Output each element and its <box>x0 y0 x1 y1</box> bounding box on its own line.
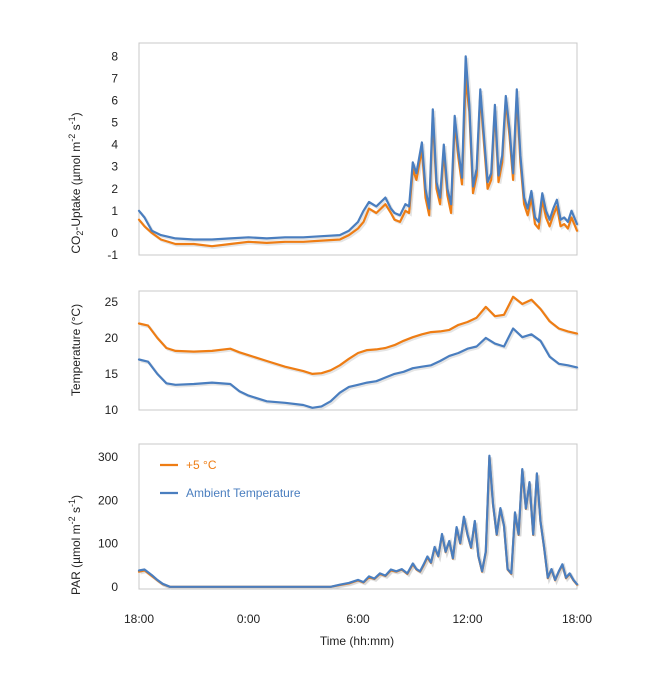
temperature-series-line-ambient <box>137 327 579 409</box>
co2-y-tick-label: 5 <box>111 116 118 130</box>
temperature-series-shadow-1 <box>140 327 579 411</box>
co2-series-shadow-1 <box>139 57 580 243</box>
legend-label-ambient: Ambient Temperature <box>186 486 301 500</box>
par-series-shadow-1 <box>140 457 580 590</box>
co2-y-tick-label: 6 <box>111 93 118 107</box>
temperature-y-tick-label: 10 <box>105 403 119 417</box>
co2-y-tick-label: 7 <box>111 71 118 85</box>
par-y-tick-label: 300 <box>98 450 118 464</box>
temperature-y-tick-label: 20 <box>105 331 119 345</box>
temperature-series-shadow-0 <box>140 296 579 377</box>
par-panel: 0 100 200 300 PAR (µmol m-2 s-1) +5 °C Ambi… <box>67 443 580 595</box>
legend-label-warm: +5 °C <box>186 458 217 472</box>
x-tick-label: 0:00 <box>237 612 261 626</box>
par-plot-frame <box>138 443 578 590</box>
par-series-line-ambient <box>137 454 579 588</box>
temperature-y-axis-label: Temperature (°C) <box>69 304 83 396</box>
co2-y-tick-label: 2 <box>111 182 118 196</box>
co2-y-tick-label: 8 <box>111 49 118 63</box>
co2-series-line-ambient <box>137 55 579 241</box>
temperature-y-tick-labels: 10 15 20 25 <box>105 295 119 417</box>
temperature-panel: 10 15 20 25 Temperature (°C) <box>69 290 579 417</box>
temperature-series-line-warm <box>137 295 579 375</box>
par-y-axis-label: PAR (µmol m-2 s-1) <box>67 495 83 595</box>
par-y-tick-label: 0 <box>111 580 118 594</box>
x-tick-label: 18:00 <box>124 612 154 626</box>
x-axis-label: Time (hh:mm) <box>320 634 394 648</box>
x-tick-label: 18:00 <box>562 612 592 626</box>
co2-plot-frame <box>138 42 578 256</box>
co2-y-axis-label: CO2-Uptake (µmol m-2 s-1) <box>67 112 85 253</box>
par-y-tick-label: 200 <box>98 493 118 507</box>
par-y-tick-labels: 0 100 200 300 <box>98 450 118 594</box>
co2-uptake-panel: -1 0 1 2 3 4 5 6 7 8 CO2-Uptake (µmol m-2 s-1) <box>67 42 580 262</box>
par-series-group <box>137 454 580 590</box>
temperature-y-tick-label: 15 <box>105 367 119 381</box>
co2-y-tick-label: 4 <box>111 138 118 152</box>
x-tick-label: 6:00 <box>346 612 370 626</box>
co2-y-tick-label: 0 <box>111 226 118 240</box>
temperature-y-tick-label: 25 <box>105 295 119 309</box>
x-tick-labels: 18:00 0:00 6:00 12:00 18:00 <box>124 612 592 626</box>
co2-y-tick-labels: -1 0 1 2 3 4 5 6 7 8 <box>107 49 118 262</box>
co2-y-tick-label: 3 <box>111 160 118 174</box>
legend: +5 °C Ambient Temperature <box>160 458 301 500</box>
temperature-plot-frame <box>138 290 578 411</box>
par-y-tick-label: 100 <box>98 537 118 551</box>
co2-y-tick-label: 1 <box>111 204 118 218</box>
temperature-series-group <box>137 295 579 411</box>
co2-y-tick-label: -1 <box>107 248 118 262</box>
x-tick-label: 12:00 <box>452 612 482 626</box>
co2-series-group <box>137 55 580 250</box>
